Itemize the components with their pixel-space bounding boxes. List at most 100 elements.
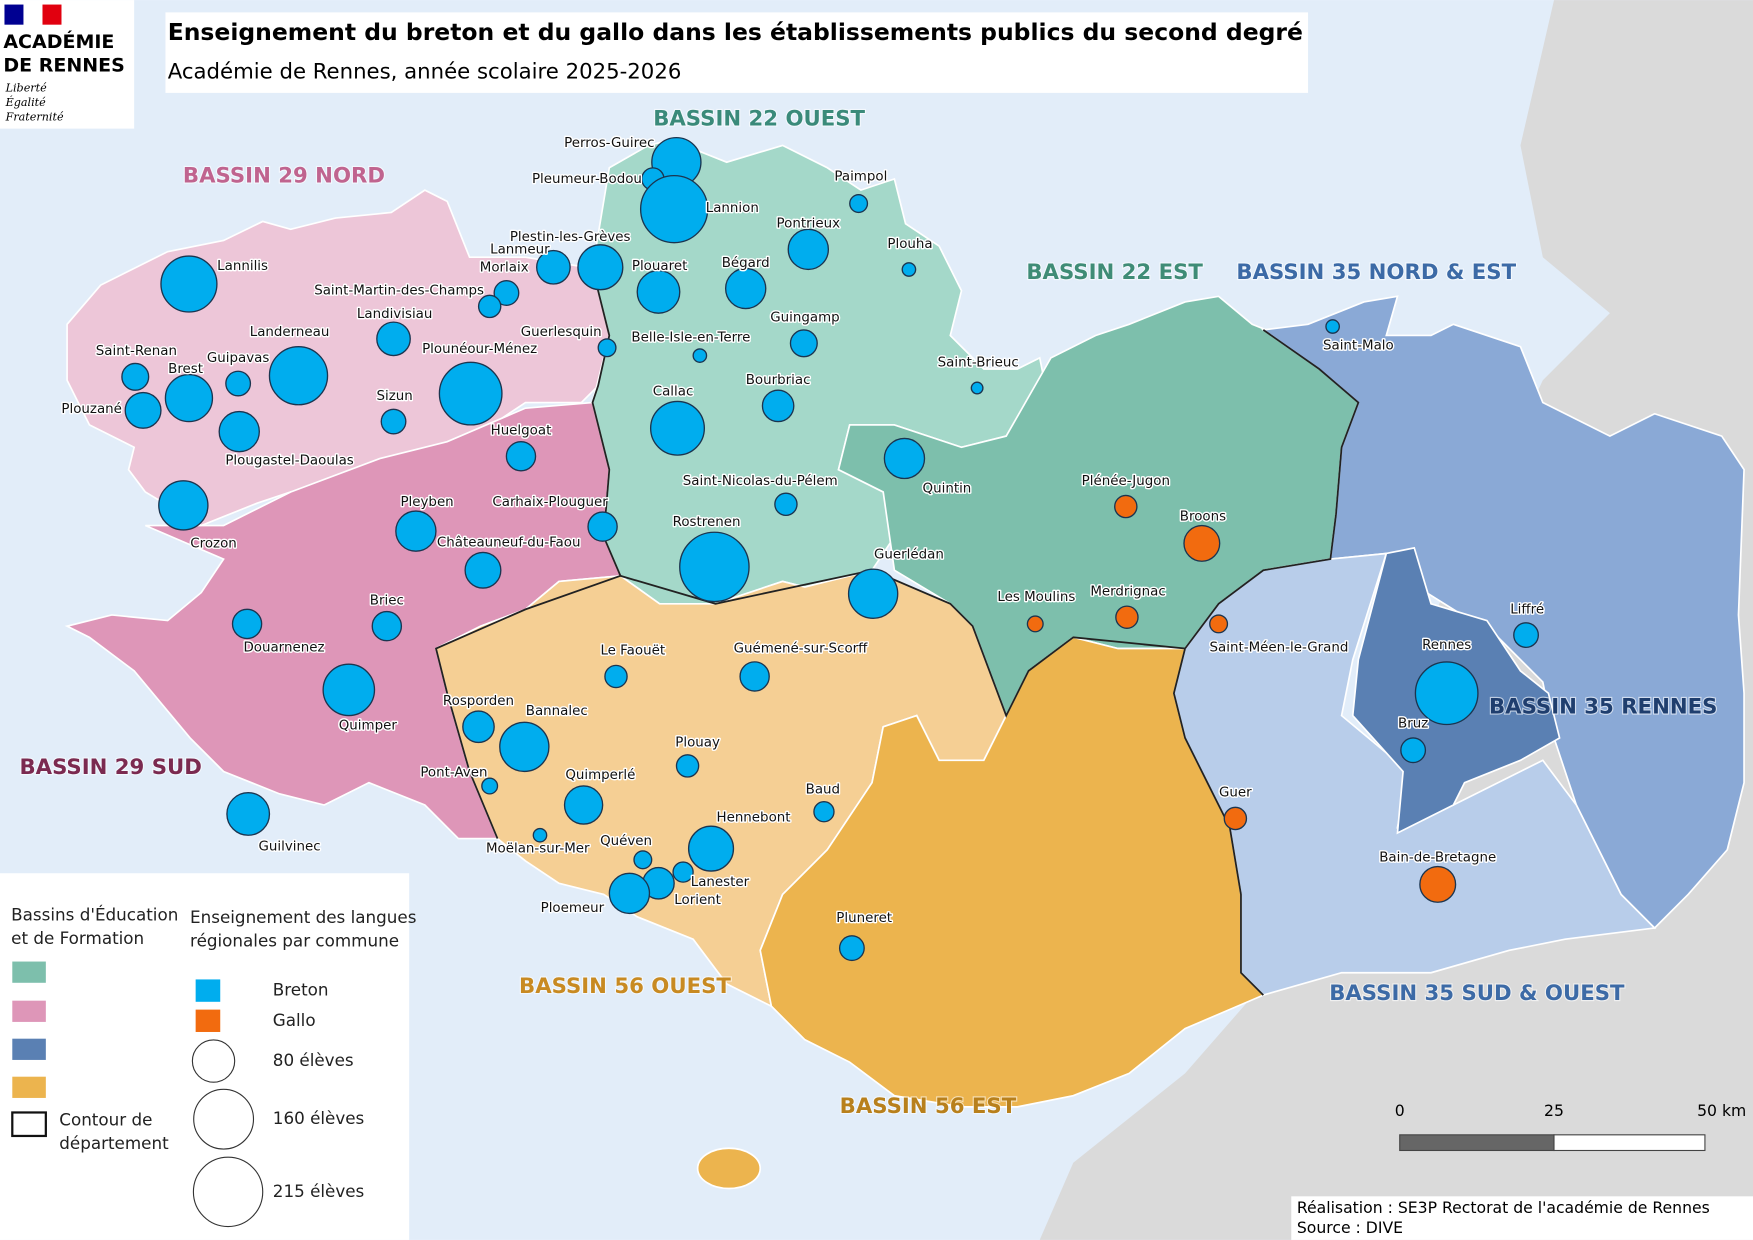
- flag-red: [42, 4, 62, 25]
- commune-circle: [268, 346, 329, 406]
- credits: Source : DIVE: [1297, 1218, 1403, 1237]
- commune-label: Saint-Martin-des-Champs: [314, 284, 484, 299]
- commune-label: Carhaix-Plouguer: [492, 495, 608, 510]
- commune-label: Sizun: [377, 389, 413, 404]
- commune-label: Lanmeur: [490, 242, 550, 257]
- legend-title: Enseignement des langues: [190, 907, 416, 927]
- commune-label: Guer: [1219, 786, 1252, 801]
- flag-white: [23, 4, 43, 25]
- legend-border-swatch: [11, 1111, 47, 1138]
- commune-circle: [464, 551, 502, 589]
- legend-swatch: [195, 1009, 221, 1032]
- legend-size: [192, 1156, 264, 1228]
- commune-circle: [462, 710, 495, 744]
- commune-circle: [124, 391, 162, 429]
- commune-label: Plounéour-Ménez: [422, 341, 537, 357]
- commune-label: Plouay: [675, 735, 720, 750]
- commune-label: Guipavas: [207, 351, 269, 366]
- commune-label: Quintin: [923, 482, 972, 497]
- commune-circle: [1183, 524, 1221, 562]
- commune-label: Guerlédan: [874, 547, 944, 563]
- commune-circle: [639, 174, 709, 244]
- legend-label: Gallo: [273, 1010, 316, 1030]
- logo-motto: Fraternité: [5, 110, 64, 123]
- commune-label: Quimperlé: [565, 767, 635, 783]
- commune-label: Crozon: [190, 536, 237, 551]
- commune-circle: [1223, 806, 1248, 831]
- commune-label: Baud: [806, 782, 840, 797]
- subtitle: Académie de Rennes, année scolaire 2025-…: [168, 60, 682, 85]
- commune-circle: [883, 437, 926, 480]
- legend-size-label: 160 élèves: [273, 1108, 365, 1128]
- commune-label: Plouaret: [632, 259, 687, 274]
- commune-circle: [679, 531, 750, 603]
- commune-circle: [633, 850, 653, 870]
- commune-circle: [1325, 319, 1340, 334]
- commune-label: Saint-Renan: [96, 344, 177, 359]
- commune-circle: [322, 663, 376, 717]
- commune-label: Lannilis: [217, 259, 268, 274]
- scale-bar: [1553, 1134, 1706, 1152]
- commune-circle: [226, 792, 271, 836]
- logo-motto: Égalité: [5, 95, 47, 109]
- commune-circle: [597, 338, 617, 358]
- commune-label: Landerneau: [250, 325, 330, 340]
- commune-label: Briec: [370, 593, 404, 608]
- commune-label: Guerlesquin: [521, 325, 602, 340]
- commune-label: Plouzané: [61, 401, 122, 417]
- commune-label: Bannalec: [526, 704, 588, 719]
- commune-label: Les Moulins: [997, 590, 1075, 605]
- commune-circle: [1114, 494, 1138, 519]
- commune-label: Bourbriac: [746, 373, 811, 388]
- commune-label: Saint-Nicolas-du-Pélem: [683, 473, 838, 489]
- commune-label: Paimpol: [834, 170, 887, 185]
- bassin-label: BASSIN 56 EST: [840, 1094, 1017, 1119]
- commune-circle: [1209, 614, 1229, 634]
- title: Enseignement du breton et du gallo dans …: [168, 18, 1303, 46]
- commune-label: Hennebont: [716, 810, 790, 825]
- commune-circle: [376, 321, 411, 357]
- legend-swatch: [12, 1076, 46, 1098]
- commune-label: Rennes: [1422, 638, 1471, 653]
- commune-label: Le Faouët: [600, 644, 665, 659]
- commune-circle: [371, 610, 403, 642]
- commune-label: Pont-Aven: [420, 766, 487, 781]
- commune-label: Belle-Isle-en-Terre: [631, 331, 750, 346]
- commune-circle: [225, 370, 252, 397]
- commune-circle: [847, 568, 899, 619]
- commune-label: Brest: [168, 362, 203, 377]
- bassin-label: BASSIN 35 RENNES: [1489, 695, 1717, 720]
- commune-circle: [789, 329, 818, 358]
- bassin-label: BASSIN 22 OUEST: [653, 107, 865, 132]
- commune-label: Plénée-Jugon: [1082, 473, 1170, 489]
- border: [1184, 329, 1360, 650]
- commune-label: Guémené-sur-Scorff: [734, 641, 869, 657]
- commune-label: Pleyben: [400, 495, 453, 510]
- legend-border: Contour de: [59, 1109, 152, 1129]
- flag-blue: [4, 4, 24, 25]
- commune-circle: [838, 935, 865, 962]
- commune-label: Plestin-les-Grèves: [510, 229, 631, 245]
- commune-label: Huelgoat: [491, 424, 552, 439]
- logo-name: DE RENNES: [3, 55, 124, 77]
- legend-swatch: [12, 1000, 46, 1022]
- commune-circle: [774, 492, 798, 517]
- bassin-label: BASSIN 29 SUD: [19, 755, 201, 780]
- legend-size-label: 215 élèves: [273, 1181, 365, 1201]
- commune-label: Callac: [653, 384, 694, 399]
- credits-box: [1291, 1196, 1753, 1240]
- bassin-label: BASSIN 35 NORD & EST: [1236, 260, 1516, 285]
- commune-label: Guingamp: [770, 311, 839, 326]
- commune-circle: [739, 661, 770, 692]
- commune-circle: [218, 410, 260, 453]
- commune-circle: [787, 228, 830, 271]
- logo-name: ACADÉMIE: [3, 30, 114, 53]
- legend-swatch: [195, 979, 221, 1002]
- scale-label: 50 km: [1697, 1101, 1746, 1120]
- legend-border: département: [59, 1133, 169, 1153]
- commune-circle: [505, 440, 537, 472]
- title-box: [165, 12, 1309, 93]
- commune-label: Quimper: [339, 719, 398, 734]
- commune-circle: [158, 480, 209, 531]
